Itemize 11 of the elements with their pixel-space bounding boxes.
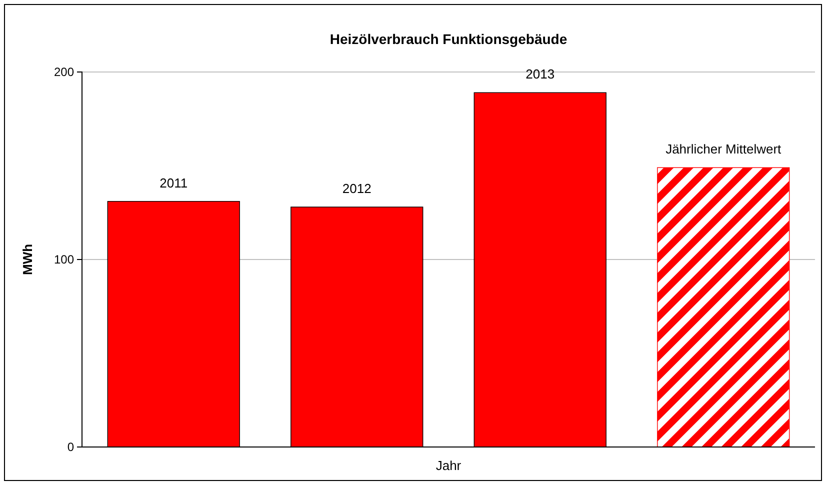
x-tick-label: 2012	[342, 181, 372, 196]
x-axis-title: Jahr	[436, 458, 462, 473]
x-tick-label: 2013	[526, 66, 555, 82]
x-tick-label: Jährlicher Mittelwert	[666, 142, 782, 157]
y-tick-label: 200	[54, 64, 74, 79]
bar	[657, 167, 790, 448]
x-tick-label: 2011	[160, 175, 188, 190]
y-tick-label: 100	[54, 252, 74, 266]
y-tick-label: 0	[67, 440, 74, 454]
y-axis-title: MWh	[20, 244, 35, 276]
chart-title: Heizölverbrauch Funktionsgebäude	[330, 31, 568, 47]
